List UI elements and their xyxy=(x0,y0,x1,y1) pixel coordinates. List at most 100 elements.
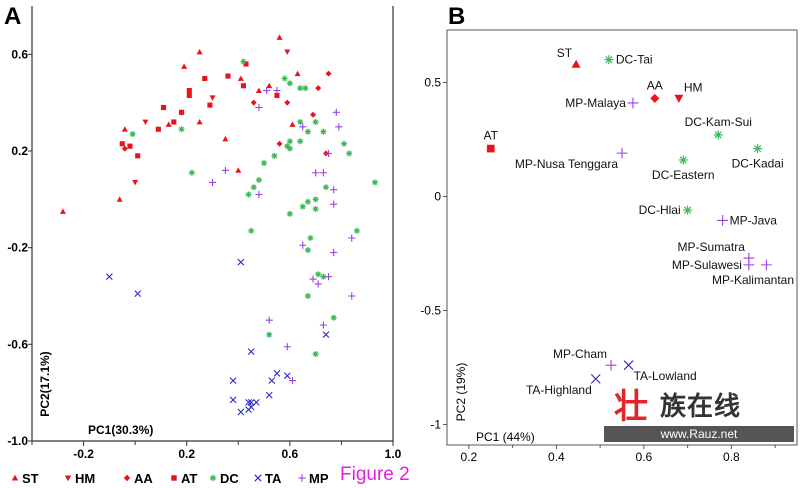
panel-a-ytick-label: 0.2 xyxy=(11,144,28,158)
figure-caption: Figure 2 xyxy=(340,464,410,485)
data-point xyxy=(312,206,319,212)
data-point xyxy=(330,314,337,321)
data-point xyxy=(312,169,320,177)
data-point xyxy=(225,73,231,79)
data-point xyxy=(229,377,237,384)
data-point xyxy=(171,119,177,125)
panel-b-xtick-label: 0.8 xyxy=(723,450,740,464)
data-point xyxy=(341,140,348,147)
data-point xyxy=(248,227,255,234)
panel-a-series-hm xyxy=(132,49,291,186)
data-point xyxy=(288,376,297,385)
data-point xyxy=(297,138,304,145)
legend-label: AT xyxy=(181,471,197,486)
data-point xyxy=(297,119,304,125)
data-point xyxy=(299,123,307,131)
labeled-point: MP-Malaya xyxy=(565,96,639,110)
point-label: DC-Tai xyxy=(616,53,653,67)
data-point xyxy=(266,331,273,338)
data-point xyxy=(245,191,252,198)
labeled-point: MP-Kalimantan xyxy=(712,259,794,287)
labeled-point: TA-Lowland xyxy=(623,360,697,383)
data-point xyxy=(265,391,273,399)
data-point xyxy=(276,140,283,147)
legend-label: DC xyxy=(220,471,239,486)
panel-a-series-ta xyxy=(105,258,330,416)
data-point xyxy=(274,92,280,98)
panel-a-series-st xyxy=(59,34,301,214)
data-point xyxy=(281,75,288,82)
data-point xyxy=(312,351,319,357)
data-point xyxy=(760,259,772,271)
data-point xyxy=(116,196,123,202)
point-label: DC-Kadai xyxy=(732,157,784,171)
data-point xyxy=(255,190,263,199)
labeled-point: TA-Highland xyxy=(526,373,601,397)
data-point xyxy=(314,280,322,288)
data-point xyxy=(240,58,247,65)
watermark-logo: 壮 族在线 www.Rauz.net xyxy=(604,390,794,442)
data-point xyxy=(129,131,136,138)
data-point xyxy=(571,59,581,68)
data-point xyxy=(302,85,309,92)
data-point xyxy=(59,208,66,214)
legend-x-icon xyxy=(254,474,262,482)
panel-a-ytick-label: 0.6 xyxy=(11,47,28,61)
labeled-point: AA xyxy=(647,78,663,103)
labeled-point: ST xyxy=(557,46,581,68)
data-point xyxy=(250,184,257,191)
data-point xyxy=(312,119,319,125)
data-point xyxy=(121,126,128,132)
data-point xyxy=(284,99,291,106)
point-label: MP-Cham xyxy=(553,347,607,361)
data-point xyxy=(322,184,329,191)
data-point xyxy=(221,166,229,174)
data-point xyxy=(132,180,139,186)
data-point xyxy=(243,61,249,67)
panel-b-ytick-label: 0 xyxy=(434,189,441,203)
data-point xyxy=(127,143,133,149)
data-point xyxy=(237,258,245,266)
legend: ST HM AA AT DC TA MP xyxy=(11,471,329,486)
data-point xyxy=(289,121,296,127)
point-label: DC-Hlai xyxy=(639,203,681,217)
data-point xyxy=(247,348,255,355)
data-point xyxy=(255,103,263,112)
legend-item-hm: HM xyxy=(64,471,95,486)
data-point xyxy=(255,177,262,183)
data-point xyxy=(237,408,245,416)
point-label: HM xyxy=(684,80,703,94)
data-point xyxy=(304,247,311,254)
legend-label: HM xyxy=(75,471,95,486)
data-point xyxy=(312,196,319,203)
labeled-point: MP-Sulawesi xyxy=(672,258,755,272)
data-point xyxy=(263,86,271,95)
data-point xyxy=(325,70,332,77)
legend-label: MP xyxy=(309,471,329,486)
data-point xyxy=(604,55,614,65)
data-point xyxy=(371,179,378,186)
point-label: AA xyxy=(647,78,663,92)
data-point xyxy=(134,290,142,297)
legend-label: AA xyxy=(134,471,153,486)
data-point xyxy=(266,82,273,89)
legend-plus-icon xyxy=(298,474,306,482)
labeled-point: MP-Cham xyxy=(553,347,617,371)
labeled-point: MP-Nusa Tenggara xyxy=(515,147,628,171)
panel-a-series-at xyxy=(119,61,280,159)
data-point xyxy=(286,138,293,145)
data-point xyxy=(319,321,327,329)
data-point xyxy=(283,343,291,351)
panel-a-ylabel: PC2(17.1%) xyxy=(38,351,52,416)
point-label: MP-Java xyxy=(730,213,778,227)
panel-a-xlabel: PC1(30.3%) xyxy=(88,423,153,437)
panel-b-xtick-label: 0.4 xyxy=(548,450,565,464)
data-point xyxy=(265,316,273,324)
data-point xyxy=(271,152,278,159)
panel-b-ytick-label: 0.5 xyxy=(424,75,441,89)
data-point xyxy=(297,85,304,92)
data-point xyxy=(178,126,185,133)
legend-item-mp: MP xyxy=(298,471,329,486)
data-point xyxy=(332,108,340,116)
data-point xyxy=(181,63,188,69)
